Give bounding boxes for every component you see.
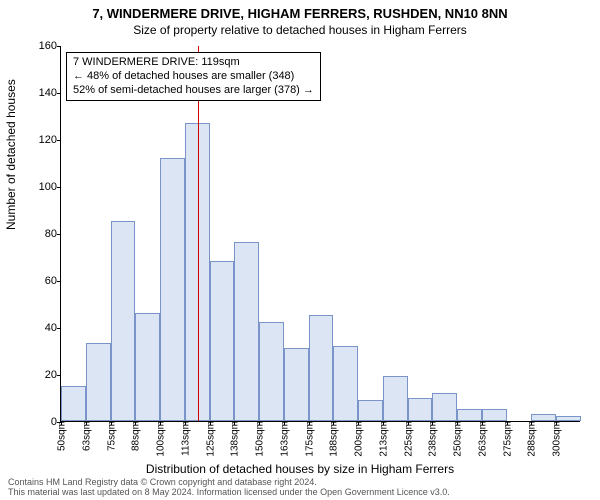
y-axis-label: Number of detached houses (4, 79, 18, 230)
x-tick-label: 238sqm (426, 421, 439, 457)
histogram-bar (284, 348, 309, 421)
histogram-bar (333, 346, 358, 421)
x-axis-label: Distribution of detached houses by size … (0, 462, 600, 476)
histogram-bar (259, 322, 284, 421)
histogram-bar (234, 242, 259, 421)
x-tick-label: 200sqm (352, 421, 365, 457)
x-tick-label: 225sqm (401, 421, 414, 457)
reference-line (198, 46, 199, 421)
x-tick-label: 163sqm (277, 421, 290, 457)
annotation-line: ← 48% of detached houses are smaller (34… (73, 70, 314, 84)
x-tick-label: 150sqm (253, 421, 266, 457)
histogram-bar (111, 221, 136, 421)
histogram-bar (408, 398, 433, 422)
y-tick-mark (57, 187, 61, 188)
x-tick-label: 263sqm (475, 421, 488, 457)
histogram-bar (358, 400, 383, 421)
y-tick-mark (57, 93, 61, 94)
histogram-bar (457, 409, 482, 421)
footer-attribution: Contains HM Land Registry data © Crown c… (8, 478, 450, 498)
chart-container: 7, WINDERMERE DRIVE, HIGHAM FERRERS, RUS… (0, 0, 600, 500)
x-tick-label: 188sqm (327, 421, 340, 457)
x-tick-label: 125sqm (203, 421, 216, 457)
histogram-bar (309, 315, 334, 421)
histogram-bar (160, 158, 185, 421)
x-tick-label: 213sqm (376, 421, 389, 457)
x-tick-label: 250sqm (451, 421, 464, 457)
plot-area: 02040608010012014016050sqm63sqm75sqm88sq… (60, 46, 580, 422)
x-tick-label: 75sqm (104, 421, 117, 451)
x-tick-label: 88sqm (129, 421, 142, 451)
annotation-box: 7 WINDERMERE DRIVE: 119sqm← 48% of detac… (66, 52, 321, 101)
y-tick-mark (57, 328, 61, 329)
x-tick-label: 63sqm (79, 421, 92, 451)
histogram-bar (135, 313, 160, 421)
x-tick-label: 100sqm (154, 421, 167, 457)
x-tick-label: 275sqm (500, 421, 513, 457)
histogram-bar (61, 386, 86, 421)
y-tick-mark (57, 140, 61, 141)
histogram-bar (432, 393, 457, 421)
x-tick-label: 50sqm (55, 421, 68, 451)
histogram-bar (383, 376, 408, 421)
annotation-line: 7 WINDERMERE DRIVE: 119sqm (73, 56, 314, 70)
x-tick-label: 175sqm (302, 421, 315, 457)
annotation-line: 52% of semi-detached houses are larger (… (73, 84, 314, 98)
footer-line: This material was last updated on 8 May … (8, 488, 450, 498)
x-tick-label: 113sqm (178, 421, 191, 456)
y-tick-mark (57, 46, 61, 47)
y-tick-mark (57, 234, 61, 235)
y-tick-mark (57, 281, 61, 282)
y-tick-mark (57, 375, 61, 376)
chart-subtitle: Size of property relative to detached ho… (0, 21, 600, 37)
histogram-bar (482, 409, 507, 421)
chart-title: 7, WINDERMERE DRIVE, HIGHAM FERRERS, RUS… (0, 0, 600, 21)
x-tick-label: 300sqm (550, 421, 563, 457)
histogram-bar (210, 261, 235, 421)
x-tick-label: 138sqm (228, 421, 241, 457)
histogram-bar (86, 343, 111, 421)
x-tick-label: 288sqm (525, 421, 538, 457)
histogram-bar (531, 414, 556, 421)
